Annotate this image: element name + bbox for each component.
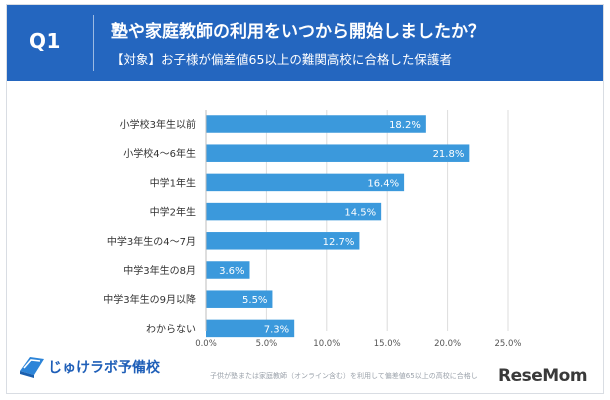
x-tick-label: 15.0% [374,339,401,349]
value-label: 16.4% [367,178,399,189]
x-tick-label: 10.0% [313,339,340,349]
category-label: 中学3年生の9月以降 [103,293,196,306]
bar [206,319,295,338]
x-tick-label: 25.0% [494,339,521,349]
watermark-logo: ReseMom [498,366,588,386]
book-logo-icon [20,357,44,378]
footnote: 子供が塾または家庭教師（オンライン含む）を利用して偏差値65以上の高校に合格した [210,372,478,380]
category-label: 中学1年生 [150,176,196,189]
chart-title: 塾や家庭教師の利用をいつから開始しましたか？ [111,22,485,42]
category-label: 中学3年生の8月 [123,264,196,277]
question-label: Q1 [29,29,61,53]
value-label: 3.6% [219,266,244,277]
category-label: 小学校4〜6年生 [123,147,196,160]
header-banner: Q1 塾や家庭教師の利用をいつから開始しましたか？ 【対象】お子様が偏差値65以… [7,5,603,81]
x-tick-label: 0.0% [195,339,217,349]
x-tick-label: 20.0% [434,339,461,349]
bar [206,115,426,133]
bar [206,144,470,162]
category-label: 小学校3年生以前 [120,118,196,131]
bar [206,261,250,279]
x-tick-label: 5.0% [256,339,278,349]
category-label: わからない [146,323,196,335]
value-label: 18.2% [389,120,421,131]
bar [206,290,273,308]
category-label: 中学3年生の4〜7月 [107,235,196,248]
brand-logo-text: じゅけラボ予備校 [48,360,160,376]
value-label: 5.5% [242,295,267,306]
value-label: 7.3% [264,324,289,335]
value-label: 14.5% [344,208,376,219]
chart-subtitle: 【対象】お子様が偏差値65以上の難関高校に合格した保護者 [111,52,452,67]
category-label: 中学2年生 [150,206,196,219]
value-label: 12.7% [323,237,355,248]
bar [206,202,382,221]
bar [206,173,405,192]
header-divider [93,15,94,71]
bar [206,232,360,250]
brand-logo: じゅけラボ予備校 [18,351,168,381]
chart-frame: Q1 塾や家庭教師の利用をいつから開始しましたか？ 【対象】お子様が偏差値65以… [6,4,604,394]
value-label: 21.8% [433,149,465,160]
